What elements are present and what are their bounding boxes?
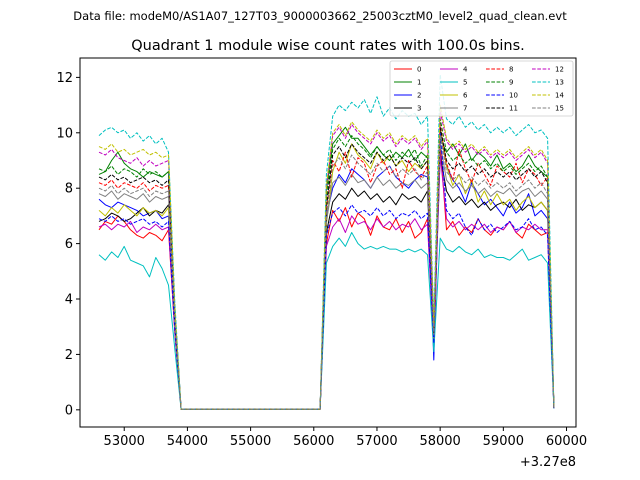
y-tick-label: 2: [65, 348, 73, 363]
series-line-10: [98, 132, 555, 410]
legend-label: 5: [463, 79, 467, 87]
legend-label: 13: [555, 79, 564, 87]
series-layer: [98, 74, 555, 410]
x-tick-label: 53000: [104, 434, 145, 449]
series-line-12: [98, 110, 555, 410]
x-tick-label: 59000: [483, 434, 524, 449]
legend-label: 12: [555, 66, 564, 74]
x-tick-label: 58000: [419, 434, 460, 449]
x-offset-label: +3.27e8: [520, 455, 576, 470]
legend-label: 8: [509, 66, 513, 74]
series-line-14: [98, 104, 555, 410]
legend-label: 6: [463, 92, 468, 100]
plot-frame: [79, 57, 577, 428]
legend-label: 1: [417, 79, 421, 87]
y-tick-label: 0: [65, 403, 73, 418]
legend-label: 11: [509, 105, 518, 113]
x-tick-label: 54000: [167, 434, 208, 449]
x-tick-label: 60000: [546, 434, 587, 449]
legend-label: 10: [509, 92, 518, 100]
legend-label: 0: [417, 66, 421, 74]
legend-label: 4: [463, 66, 468, 74]
x-axis: 53000 54000 55000 56000 57000 58000 59000 60000: [104, 427, 587, 449]
legend-label: 3: [417, 105, 421, 113]
x-tick-label: 55000: [230, 434, 271, 449]
legend-label: 15: [555, 105, 564, 113]
y-axis: 0 2 4 6 8 10 12: [56, 71, 80, 418]
series-line-5: [98, 232, 555, 410]
y-tick-label: 10: [56, 126, 73, 141]
x-tick-label: 57000: [356, 434, 397, 449]
y-tick-label: 4: [65, 293, 73, 308]
legend-label: 7: [463, 105, 467, 113]
x-tick-label: 56000: [293, 434, 334, 449]
suptitle: Data file: modeM0/AS1A07_127T03_90000036…: [73, 9, 567, 23]
legend-label: 9: [509, 79, 513, 87]
legend-frame: [389, 60, 574, 117]
y-tick-label: 8: [65, 182, 73, 197]
y-tick-label: 12: [56, 71, 73, 86]
series-line-13: [98, 74, 555, 410]
y-tick-label: 6: [65, 237, 73, 252]
legend-label: 14: [555, 92, 564, 100]
chart-title: Quadrant 1 module wise count rates with …: [131, 38, 525, 54]
legend-label: 2: [417, 92, 421, 100]
series-line-15: [98, 135, 555, 410]
